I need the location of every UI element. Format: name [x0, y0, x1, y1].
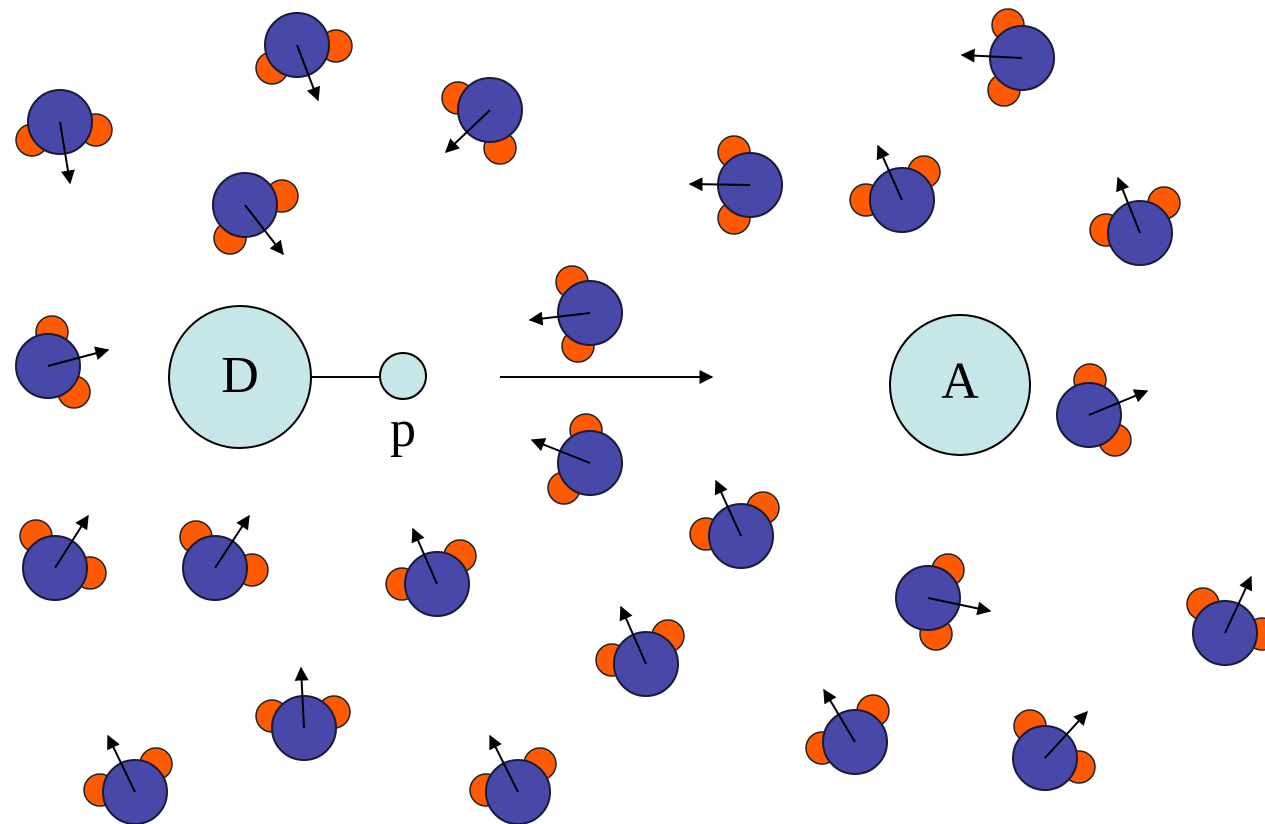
water-molecule: [1013, 710, 1095, 790]
water-molecule: [530, 266, 622, 362]
proton-circle: [380, 353, 426, 399]
water-molecule: [962, 9, 1054, 106]
water-molecule: [850, 146, 940, 232]
water-molecule: [84, 736, 172, 824]
water-molecule: [806, 690, 889, 774]
water-molecule: [690, 136, 782, 234]
diagram: D p A: [0, 0, 1265, 824]
water-molecule: [896, 554, 990, 650]
water-molecule: [442, 78, 522, 164]
water-molecule: [1057, 364, 1147, 456]
proton-label: p: [390, 401, 416, 458]
water-molecule: [1090, 178, 1180, 265]
water-molecule: [690, 481, 779, 568]
water-molecule: [596, 607, 684, 696]
water-molecule: [532, 414, 622, 504]
dipole-arrow: [690, 184, 750, 185]
water-molecule: [386, 529, 476, 616]
donor-label: D: [221, 347, 259, 404]
water-molecule: [213, 173, 298, 254]
water-molecule: [470, 736, 556, 824]
water-molecule: [16, 316, 108, 408]
water-molecule: [180, 516, 268, 600]
water-molecule: [256, 13, 352, 100]
water-molecule: [16, 90, 112, 183]
water-molecule: [20, 516, 106, 600]
acceptor-label: A: [941, 353, 979, 410]
water-molecule: [1187, 577, 1265, 665]
water-molecule: [256, 668, 350, 760]
